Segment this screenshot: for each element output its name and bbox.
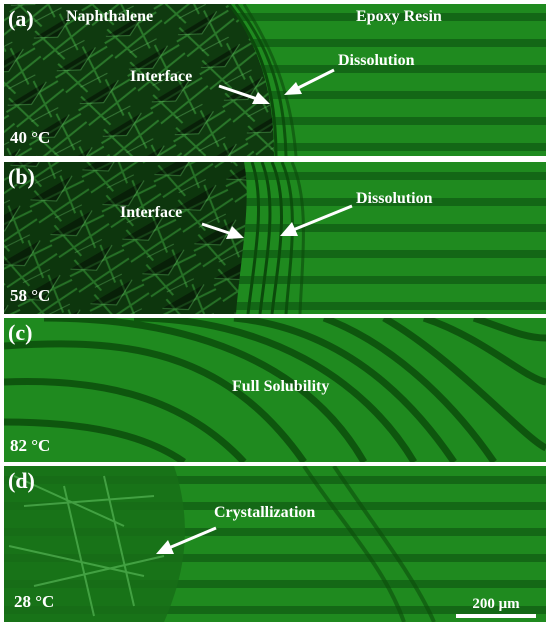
panel-a: (a) Naphthalene Epoxy Resin Interface Di… [4, 4, 546, 156]
dissolution-label: Dissolution [338, 52, 415, 69]
interface-label: Interface [120, 204, 183, 221]
epoxy-resin-label: Epoxy Resin [356, 8, 442, 25]
panel-c-image [4, 318, 546, 462]
panel-d-image [4, 466, 546, 622]
panel-letter: (b) [8, 164, 35, 189]
temperature-label: 82 °C [10, 436, 51, 455]
temperature-label: 58 °C [10, 286, 51, 305]
crystallization-label: Crystallization [214, 504, 316, 521]
panel-b-image [4, 162, 546, 314]
panel-c: (c) Full Solubility 82 °C [4, 318, 546, 462]
panel-letter: (c) [8, 320, 33, 345]
scale-bar: 200 μm [456, 595, 536, 618]
scale-bar-label: 200 μm [472, 596, 520, 612]
panel-b: (b) Interface Dissolution 58 °C [4, 162, 546, 314]
scale-bar-line [456, 614, 536, 618]
interface-label: Interface [130, 68, 193, 85]
crystallization-arrow [163, 526, 217, 552]
dissolution-arrow [287, 204, 353, 234]
temperature-label: 28 °C [14, 592, 55, 611]
full-solubility-label: Full Solubility [232, 378, 330, 395]
naphthalene-label: Naphthalene [66, 8, 154, 25]
panel-letter: (a) [8, 6, 34, 31]
dissolution-label: Dissolution [356, 190, 433, 207]
panel-letter: (d) [8, 468, 35, 493]
panel-a-image [4, 4, 546, 156]
panel-d: (d) Crystallization 28 °C 200 μm [4, 466, 546, 622]
temperature-label: 40 °C [10, 128, 51, 147]
